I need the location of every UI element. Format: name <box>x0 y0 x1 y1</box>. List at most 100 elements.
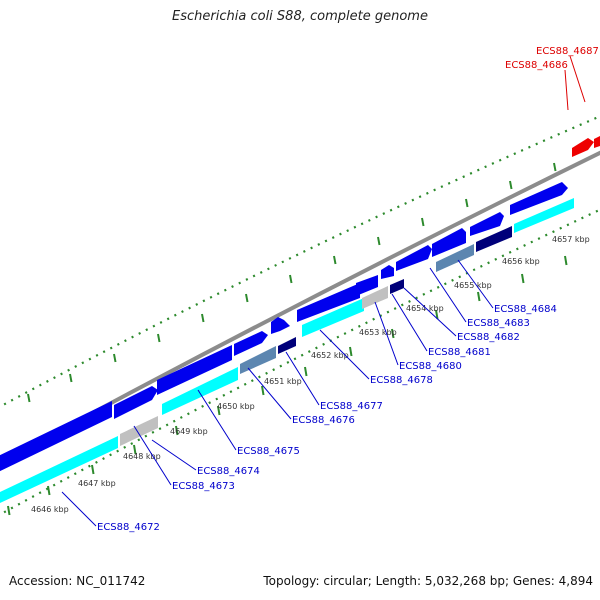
scale-label: 4648 kbp <box>123 452 161 461</box>
pseudo-feature[interactable] <box>120 416 158 446</box>
accession-text: Accession: NC_011742 <box>9 574 146 588</box>
scale-tick <box>175 425 179 436</box>
forward-gene-track <box>0 136 600 476</box>
scale-tick <box>333 255 337 265</box>
gene-label[interactable]: ECS88_4684 <box>494 304 557 315</box>
gene-label[interactable]: ECS88_4680 <box>399 361 462 372</box>
gene-labels: ECS88_4672 ECS88_4673 ECS88_4674 ECS88_4675… <box>61 46 599 533</box>
label-leader-line <box>391 293 428 352</box>
scale-label: 4650 kbp <box>217 402 255 411</box>
gene-feature[interactable] <box>234 331 268 356</box>
label-leader-line <box>133 425 172 486</box>
label-leader-line <box>429 267 467 323</box>
gene-label[interactable]: ECS88_4686 <box>505 60 568 71</box>
navy-feature[interactable] <box>278 337 296 354</box>
scale-tick <box>201 313 205 323</box>
gene-label[interactable]: ECS88_4678 <box>370 375 433 386</box>
gene-feature-highlight[interactable] <box>594 136 600 148</box>
navy-feature[interactable] <box>476 226 512 252</box>
genome-summary-text: Topology: circular; Length: 5,032,268 bp… <box>263 574 593 588</box>
scale-tick <box>91 464 95 475</box>
cds-feature[interactable] <box>514 198 574 233</box>
scale-label: 4651 kbp <box>264 377 302 386</box>
inner-tick-ring <box>0 208 600 516</box>
gene-label[interactable]: ECS88_4682 <box>457 332 520 343</box>
gene-feature[interactable] <box>396 245 432 271</box>
scale-tick <box>47 485 51 496</box>
label-leader-line <box>61 491 97 527</box>
label-leader-line <box>374 301 399 366</box>
gene-label[interactable]: ECS88_4675 <box>237 446 300 457</box>
scale-label: 4647 kbp <box>78 479 116 488</box>
scale-label: 4646 kbp <box>31 505 69 514</box>
gene-label[interactable]: ECS88_4677 <box>320 401 383 412</box>
scale-tick <box>113 353 117 363</box>
scale-tick <box>69 373 73 383</box>
gene-feature-highlight[interactable] <box>572 138 594 157</box>
scale-label: 4649 kbp <box>170 427 208 436</box>
scale-tick <box>217 405 221 416</box>
gene-feature[interactable] <box>114 386 158 419</box>
scale-ticks <box>7 162 568 516</box>
label-leader-line <box>457 259 494 309</box>
label-leader-line <box>569 55 586 103</box>
scale-tick <box>564 255 568 266</box>
gene-label[interactable]: ECS88_4681 <box>428 347 491 358</box>
scale-tick <box>261 385 265 396</box>
scale-tick <box>245 293 249 303</box>
scale-tick <box>391 328 395 339</box>
gene-label[interactable]: ECS88_4674 <box>197 466 260 477</box>
cds-feature[interactable] <box>302 298 364 337</box>
gene-feature[interactable] <box>470 212 504 236</box>
gene-label[interactable]: ECS88_4676 <box>292 415 355 426</box>
pseudo-feature[interactable] <box>362 286 388 309</box>
gene-label[interactable]: ECS88_4672 <box>97 522 160 533</box>
label-leader-line <box>564 69 569 111</box>
scale-tick <box>27 393 31 403</box>
scale-label: 4657 kbp <box>552 235 590 244</box>
scale-tick <box>421 217 425 227</box>
gene-feature[interactable] <box>381 265 394 279</box>
scale-tick <box>465 198 469 208</box>
scale-label: 4652 kbp <box>311 351 349 360</box>
scale-label: 4655 kbp <box>454 281 492 290</box>
gene-label[interactable]: ECS88_4683 <box>467 318 530 329</box>
scale-tick <box>7 505 11 516</box>
scale-label: 4656 kbp <box>502 257 540 266</box>
outer-tick-ring <box>0 115 600 408</box>
steel-feature[interactable] <box>240 346 276 374</box>
gene-feature[interactable] <box>297 283 360 322</box>
scale-tick <box>509 180 513 190</box>
label-leader-line <box>285 351 320 406</box>
gene-label[interactable]: ECS88_4687 <box>536 46 599 57</box>
cds-feature[interactable] <box>0 436 118 503</box>
label-leader-line <box>151 439 197 471</box>
gene-feature[interactable] <box>510 182 568 215</box>
map-title: Escherichia coli S88, complete genome <box>172 9 428 24</box>
scale-labels: 4646 kbp 4647 kbp 4648 kbp 4649 kbp 4650 kbp… <box>31 235 590 514</box>
scale-tick <box>377 236 381 246</box>
label-leader-line <box>403 287 457 337</box>
scale-tick <box>133 444 137 455</box>
scale-label: 4654 kbp <box>406 304 444 313</box>
gene-feature[interactable] <box>0 401 112 476</box>
gene-feature[interactable] <box>271 317 290 334</box>
navy-feature[interactable] <box>390 279 404 294</box>
cds-feature[interactable] <box>162 367 238 415</box>
steel-feature[interactable] <box>436 244 474 272</box>
gene-feature[interactable] <box>356 275 378 296</box>
scale-tick <box>435 309 439 320</box>
scale-tick <box>553 162 557 172</box>
cds-feature-track <box>0 198 574 503</box>
scale-tick <box>349 346 353 357</box>
gene-label[interactable]: ECS88_4673 <box>172 481 235 492</box>
gene-feature[interactable] <box>157 345 232 395</box>
scale-tick <box>157 333 161 343</box>
gene-feature[interactable] <box>432 228 466 257</box>
scale-tick <box>477 291 481 302</box>
label-leader-line <box>247 367 292 420</box>
scale-label: 4653 kbp <box>359 328 397 337</box>
scale-tick <box>521 273 525 284</box>
